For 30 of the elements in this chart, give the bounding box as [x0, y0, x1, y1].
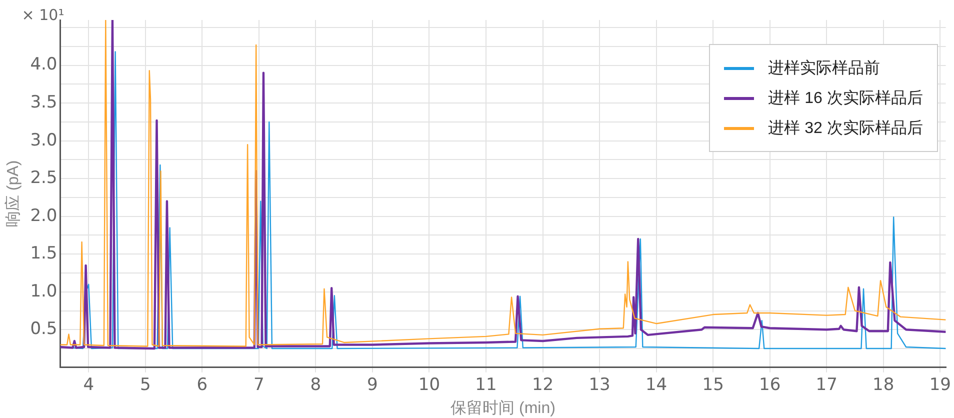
y-axis-title: 响应 (pA)	[4, 160, 22, 228]
x-tick-label: 5	[140, 375, 151, 396]
x-tick-label: 6	[196, 375, 208, 396]
x-axis-title: 保留时间 (min)	[450, 398, 556, 417]
y-tick-label: 0.5	[30, 319, 58, 340]
y-tick-label: 2.5	[30, 168, 58, 188]
legend-label: 进样 32 次实际样品后	[768, 118, 923, 138]
text: 1.0	[30, 281, 58, 302]
text: 3.0	[30, 130, 58, 150]
x-tick-label: 4	[83, 375, 94, 396]
text: 4.0	[30, 54, 58, 75]
x-tick-label: 9	[367, 375, 378, 396]
x-tick-label: 11	[475, 375, 497, 396]
text: 2.0	[30, 206, 58, 226]
y-tick-label: 1.5	[30, 244, 58, 264]
x-tick-label: 12	[532, 375, 554, 396]
annotation: × 10¹	[22, 6, 64, 24]
x-tick-label: 18	[872, 375, 894, 396]
x-tick-label: 16	[759, 375, 781, 396]
x-tick-label: 8	[310, 375, 322, 396]
x-tick-label: 13	[588, 375, 610, 396]
x-tick-label: 14	[645, 375, 668, 396]
x-tick-label: 10	[418, 375, 440, 396]
legend-label: 进样 16 次实际样品后	[768, 88, 923, 108]
x-tick-label: 7	[254, 375, 264, 396]
y-tick-label: 3.5	[30, 92, 58, 112]
x-tick-label: 19	[929, 375, 951, 396]
x-tick-label: 15	[702, 375, 724, 396]
legend-label: 进样实际样品前	[768, 58, 880, 78]
x-tick-label: 17	[816, 375, 838, 396]
